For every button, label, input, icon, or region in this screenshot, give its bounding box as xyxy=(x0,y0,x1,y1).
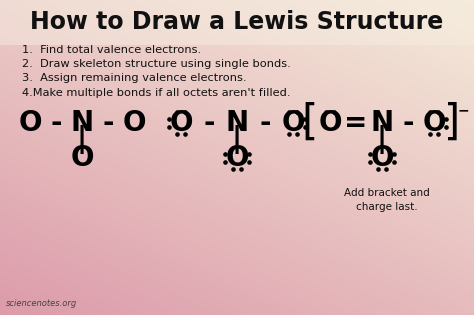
Text: -: - xyxy=(402,109,414,137)
Text: O: O xyxy=(225,144,249,172)
Text: O: O xyxy=(422,109,446,137)
Text: O: O xyxy=(18,109,42,137)
Text: Add bracket and
charge last.: Add bracket and charge last. xyxy=(344,188,430,212)
Text: O: O xyxy=(70,144,94,172)
Text: −: − xyxy=(457,103,469,117)
Text: ]: ] xyxy=(444,102,460,144)
Text: [: [ xyxy=(302,102,318,144)
Text: |: | xyxy=(77,125,87,154)
Text: -: - xyxy=(259,109,271,137)
Text: N: N xyxy=(371,109,393,137)
Text: N: N xyxy=(71,109,93,137)
Text: O: O xyxy=(370,144,394,172)
Bar xyxy=(0,0,474,45)
Text: How to Draw a Lewis Structure: How to Draw a Lewis Structure xyxy=(30,10,444,34)
Text: 1.  Find total valence electrons.: 1. Find total valence electrons. xyxy=(22,45,201,55)
Text: 3.  Assign remaining valence electrons.: 3. Assign remaining valence electrons. xyxy=(22,73,246,83)
Text: O: O xyxy=(169,109,193,137)
Text: |: | xyxy=(377,125,387,154)
Text: -: - xyxy=(102,109,114,137)
Text: -: - xyxy=(50,109,62,137)
Text: O: O xyxy=(281,109,305,137)
Text: O: O xyxy=(122,109,146,137)
Text: 2.  Draw skeleton structure using single bonds.: 2. Draw skeleton structure using single … xyxy=(22,59,291,69)
Text: sciencenotes.org: sciencenotes.org xyxy=(6,299,77,308)
Text: |: | xyxy=(232,125,242,154)
Text: =: = xyxy=(344,109,368,137)
Text: -: - xyxy=(203,109,215,137)
Text: O: O xyxy=(318,109,342,137)
Text: 4.Make multiple bonds if all octets aren't filled.: 4.Make multiple bonds if all octets aren… xyxy=(22,88,291,98)
Text: N: N xyxy=(226,109,248,137)
